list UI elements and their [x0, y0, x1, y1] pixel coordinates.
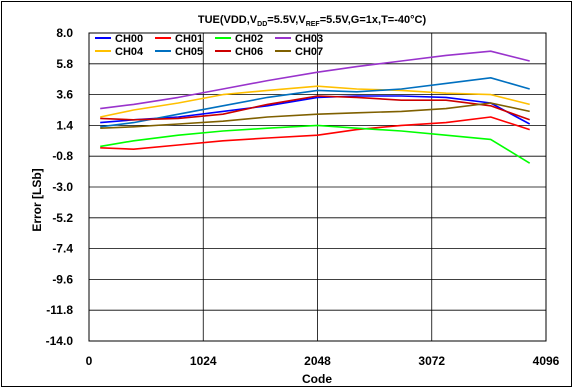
title-part: TUE(VDD,V	[198, 14, 258, 26]
legend-label-ch01: CH01	[175, 33, 203, 45]
series-line-ch01	[100, 116, 530, 150]
title-part: REF	[306, 21, 321, 28]
y-tick-label: -5.2	[52, 211, 73, 225]
chart-title: TUE(VDD,VDD=5.5V,VREF=5.5V,G=1x,T=-40°C)	[198, 14, 427, 28]
legend-label-ch03: CH03	[295, 33, 323, 45]
series-line-ch06	[100, 95, 530, 121]
series-line-ch03	[100, 50, 530, 110]
legend-label-ch05: CH05	[175, 46, 203, 58]
legend-label-ch07: CH07	[295, 46, 323, 58]
y-tick-label: -11.8	[46, 303, 73, 317]
y-tick-label: 5.8	[56, 57, 73, 71]
y-tick-label: -9.6	[52, 272, 73, 286]
y-axis-title: Error [LSb]	[30, 168, 44, 231]
x-axis-title: Code	[302, 372, 332, 386]
series-line-ch00	[100, 95, 531, 125]
x-tick-label: 1024	[190, 354, 217, 368]
y-tick-label: 1.4	[56, 118, 73, 132]
x-tick-label: 4096	[533, 354, 560, 368]
legend-label-ch06: CH06	[235, 46, 263, 58]
y-tick-label: -3.0	[52, 180, 73, 194]
series-line-ch02	[100, 124, 531, 164]
legend-label-ch00: CH00	[115, 33, 143, 45]
y-tick-label: -0.8	[52, 149, 73, 163]
y-tick-labels: 8.0 5.8 3.6 1.4 -0.8 -3.0 -5.2 -7.4 -9.6 -11.8 -14…	[46, 26, 74, 348]
y-tick-label: 3.6	[56, 88, 73, 102]
title-part: DD	[257, 21, 267, 28]
series-line-ch04	[100, 85, 530, 118]
y-tick-label: -14.0	[46, 334, 74, 348]
plot-area	[88, 32, 547, 342]
title-part: =5.5V,G=1x,T=-40°C)	[320, 14, 427, 26]
x-tick-label: 0	[86, 354, 93, 368]
legend: CH00 CH01 CH02 CH03 CH04 CH05 CH06 CH07	[95, 33, 323, 58]
legend-label-ch02: CH02	[235, 33, 263, 45]
series-lines	[100, 50, 531, 164]
series-line-ch07	[100, 102, 530, 129]
x-tick-label: 2048	[304, 354, 331, 368]
y-tick-label: -7.4	[52, 242, 73, 256]
x-tick-labels: 0 1024 2048 3072 4096	[86, 354, 560, 368]
legend-label-ch04: CH04	[115, 46, 144, 58]
series-line-ch05	[100, 77, 530, 128]
x-tick-label: 3072	[418, 354, 445, 368]
y-tick-label: 8.0	[56, 26, 73, 40]
title-part: =5.5V,V	[267, 14, 306, 26]
